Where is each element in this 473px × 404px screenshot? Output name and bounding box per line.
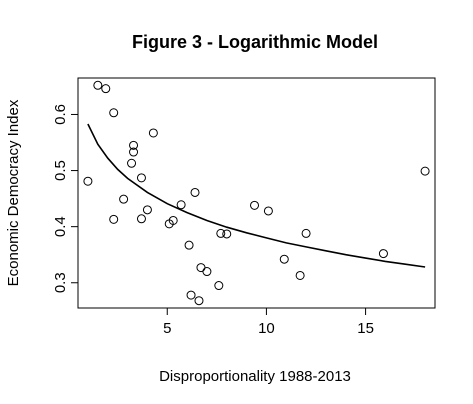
data-point: [263, 206, 273, 216]
data-point: [186, 290, 196, 300]
y-axis-label: Economic Democracy Index: [5, 99, 22, 286]
data-point: [101, 84, 111, 94]
chart-title: Figure 3 - Logarithmic Model: [132, 32, 378, 52]
data-point: [109, 214, 119, 224]
data-point: [142, 205, 152, 215]
y-tick-label: 0.3: [52, 272, 69, 293]
data-point: [136, 173, 146, 183]
data-point: [190, 187, 200, 197]
data-point: [184, 240, 194, 250]
data-point: [222, 229, 232, 239]
data-point: [216, 228, 226, 238]
data-point: [83, 176, 93, 186]
data-point: [202, 267, 212, 277]
data-point: [129, 147, 139, 157]
y-tick-label: 0.6: [52, 104, 69, 125]
x-tick-label: 5: [163, 320, 171, 337]
data-point: [196, 263, 206, 273]
fit-curve: [87, 123, 426, 268]
data-point: [176, 200, 186, 210]
scatter-points: [83, 80, 430, 306]
data-point: [109, 108, 119, 118]
data-point: [119, 194, 129, 204]
data-point: [136, 214, 146, 224]
y-tick-label: 0.5: [52, 160, 69, 181]
data-point: [93, 80, 103, 90]
data-point: [168, 215, 178, 225]
y-axis: 0.3 0.4 0.5 0.6: [52, 104, 78, 293]
data-point: [279, 254, 289, 264]
data-point: [148, 128, 158, 138]
x-axis-label: Disproportionality 1988-2013: [159, 368, 351, 385]
data-point: [194, 296, 204, 306]
data-point: [295, 270, 305, 280]
x-axis: 5 10 15: [163, 308, 374, 337]
data-point: [214, 281, 224, 291]
data-point: [301, 228, 311, 238]
data-point: [127, 158, 137, 168]
x-tick-label: 15: [357, 320, 374, 337]
x-tick-label: 10: [258, 320, 275, 337]
plot-frame: [77, 77, 436, 309]
data-point: [129, 140, 139, 150]
y-tick-label: 0.4: [52, 216, 69, 237]
data-point: [378, 249, 388, 259]
fit-curve-group: [87, 123, 426, 268]
data-point: [250, 200, 260, 210]
data-point: [420, 166, 430, 176]
